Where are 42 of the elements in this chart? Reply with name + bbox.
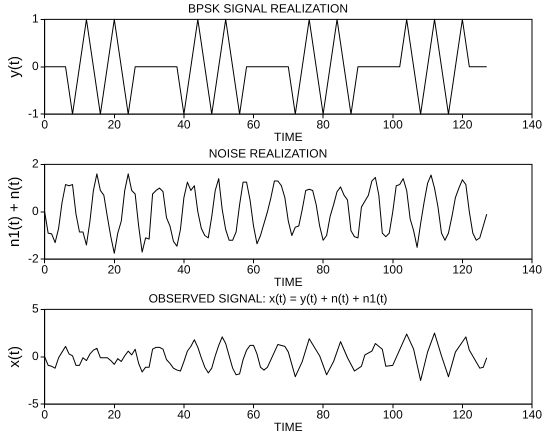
y-axis-title: y(t)	[6, 56, 24, 78]
x-tick-label: 60	[246, 262, 261, 277]
x-tick-label: 40	[177, 408, 191, 422]
x-tick-label: 0	[41, 118, 48, 132]
x-tick-label: 80	[316, 118, 330, 132]
y-tick-label: 0	[32, 349, 39, 364]
x-tick-label: 80	[316, 408, 330, 422]
y-tick-label: -1	[28, 106, 39, 121]
x-tick-label: 40	[177, 118, 191, 132]
y-tick-label: 0	[32, 59, 39, 74]
x-tick-label: 100	[382, 262, 404, 277]
x-tick-label: 40	[177, 262, 191, 277]
x-tick-label: 20	[108, 118, 122, 132]
x-tick-label: 60	[246, 118, 261, 132]
x-axis-title: TIME	[274, 130, 303, 144]
y-axis-title: x(t)	[6, 346, 24, 368]
x-tick-label: 0	[41, 262, 48, 277]
y-tick-label: -2	[28, 252, 39, 266]
x-tick-label: 140	[522, 118, 542, 132]
x-tick-label: 140	[522, 408, 542, 422]
x-axis-title: TIME	[274, 420, 303, 434]
chart-title: OBSERVED SIGNAL: x(t) = y(t) + n(t) + n1(t)	[148, 292, 388, 306]
x-tick-label: 120	[452, 118, 473, 132]
y-tick-label: 0	[32, 204, 39, 218]
chart-title: BPSK SIGNAL REALIZATION	[188, 2, 348, 16]
y-tick-label: 5	[32, 302, 39, 316]
y-tick-label: -5	[28, 396, 39, 411]
x-tick-label: 140	[522, 262, 542, 277]
x-tick-label: 0	[41, 408, 48, 422]
x-tick-label: 120	[452, 262, 473, 277]
x-tick-label: 20	[108, 408, 122, 422]
y-axis-title: n1(t) + n(t)	[6, 176, 24, 248]
chart-title: NOISE REALIZATION	[208, 146, 328, 161]
x-tick-label: 80	[316, 262, 330, 277]
x-tick-label: 100	[382, 118, 404, 132]
x-tick-label: 100	[382, 408, 404, 422]
x-tick-label: 60	[246, 408, 261, 422]
x-tick-label: 20	[108, 262, 122, 277]
x-tick-label: 120	[452, 408, 473, 422]
x-axis-title: TIME	[274, 275, 303, 290]
y-tick-label: 2	[32, 156, 39, 171]
y-tick-label: 1	[32, 12, 39, 26]
